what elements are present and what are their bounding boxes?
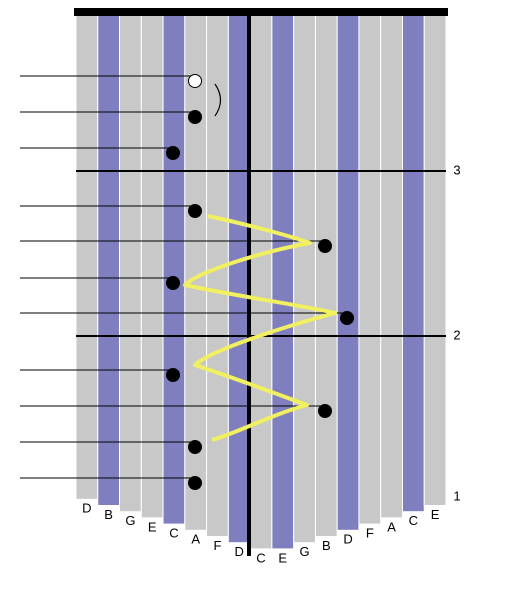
- tine: [336, 11, 360, 531]
- tine: [206, 11, 229, 537]
- key-label: G: [299, 544, 309, 559]
- key-label: A: [191, 532, 200, 547]
- tine: [162, 11, 186, 525]
- key-label: E: [278, 550, 287, 565]
- glissando: [183, 214, 337, 442]
- key-label: B: [322, 538, 331, 553]
- note: [188, 204, 202, 218]
- key-label: C: [169, 526, 178, 541]
- tine: [97, 11, 121, 506]
- key-label: C: [409, 513, 418, 528]
- note: [188, 476, 202, 490]
- tine: [119, 11, 142, 513]
- note: [166, 146, 180, 160]
- key-label: E: [148, 519, 157, 534]
- key-label: F: [213, 538, 221, 553]
- key-label: E: [431, 507, 440, 522]
- tine: [227, 11, 251, 544]
- key-label: A: [387, 519, 396, 534]
- tine: [293, 11, 316, 544]
- key-label: B: [104, 507, 113, 522]
- measure-number: 1: [453, 488, 460, 503]
- key-label: D: [82, 501, 91, 516]
- top-bar: [74, 8, 448, 16]
- tine: [271, 11, 295, 550]
- key-label: D: [343, 532, 352, 547]
- key-label: D: [235, 544, 244, 559]
- note: [188, 74, 202, 88]
- note: [318, 404, 332, 418]
- note: [166, 276, 180, 290]
- tine: [358, 11, 382, 525]
- key-label: C: [256, 550, 265, 565]
- tine: [423, 11, 447, 506]
- tine: [401, 11, 425, 513]
- measure-number: 3: [453, 162, 460, 177]
- tine: [249, 11, 273, 550]
- tine: [380, 11, 403, 519]
- key-label: G: [125, 513, 135, 528]
- key-label: F: [366, 526, 374, 541]
- parenthesis: [214, 83, 222, 117]
- measure-number: 2: [453, 327, 460, 342]
- tines: [75, 11, 447, 550]
- note: [340, 311, 354, 325]
- note: [188, 110, 202, 124]
- tine: [314, 11, 338, 537]
- note: [166, 368, 180, 382]
- notes: [20, 74, 354, 490]
- tine: [75, 11, 99, 500]
- note: [318, 239, 332, 253]
- note: [188, 440, 202, 454]
